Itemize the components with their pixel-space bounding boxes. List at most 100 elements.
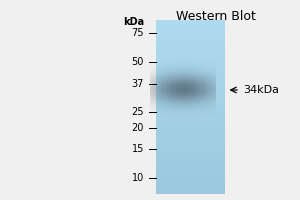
Bar xyxy=(156,72,157,73)
Bar xyxy=(168,98,169,99)
Bar xyxy=(177,102,178,103)
Bar xyxy=(212,104,213,105)
Bar xyxy=(178,101,179,102)
Bar xyxy=(185,107,186,108)
Bar xyxy=(184,99,185,100)
Bar xyxy=(166,112,167,113)
Bar xyxy=(167,86,168,87)
Bar xyxy=(157,70,158,71)
Bar xyxy=(175,112,176,113)
Bar xyxy=(205,63,206,64)
Bar xyxy=(152,108,153,109)
Bar xyxy=(169,99,170,100)
Bar xyxy=(210,74,211,75)
Bar xyxy=(180,111,181,112)
Bar xyxy=(185,81,186,82)
Bar xyxy=(213,111,214,112)
Bar xyxy=(214,109,215,110)
Bar xyxy=(173,117,175,118)
Bar xyxy=(191,87,193,88)
Bar xyxy=(208,91,209,92)
Bar xyxy=(198,83,199,84)
Bar xyxy=(164,77,166,78)
Bar xyxy=(177,117,178,118)
Bar xyxy=(187,90,188,91)
Bar xyxy=(208,113,209,114)
Bar xyxy=(176,83,177,84)
Bar xyxy=(189,67,190,68)
Bar xyxy=(152,82,153,83)
Bar xyxy=(158,102,159,103)
Bar xyxy=(173,64,175,65)
Bar xyxy=(200,112,202,113)
Bar xyxy=(190,102,191,103)
Bar xyxy=(191,61,193,62)
Bar xyxy=(166,111,167,112)
Bar xyxy=(169,111,170,112)
Bar xyxy=(199,73,200,74)
Bar xyxy=(170,97,171,98)
Bar xyxy=(209,82,210,83)
Bar xyxy=(167,67,168,68)
Bar xyxy=(167,107,168,108)
Bar xyxy=(159,105,160,106)
Bar xyxy=(215,70,216,71)
Bar xyxy=(191,77,193,78)
Bar xyxy=(162,73,164,74)
Bar xyxy=(171,77,172,78)
Bar xyxy=(159,114,160,115)
Bar xyxy=(161,62,162,63)
Bar xyxy=(186,94,187,95)
Bar xyxy=(160,85,161,86)
Bar xyxy=(197,82,198,83)
Bar xyxy=(200,81,202,82)
Bar xyxy=(199,94,200,95)
Bar xyxy=(178,88,179,89)
Bar xyxy=(166,80,167,81)
Bar xyxy=(190,75,191,76)
Bar xyxy=(190,93,191,94)
Bar xyxy=(175,83,176,84)
Bar xyxy=(210,107,211,108)
Bar xyxy=(168,62,169,63)
Bar xyxy=(202,101,203,102)
Bar xyxy=(209,83,210,84)
Bar xyxy=(150,98,151,99)
Bar xyxy=(156,92,157,93)
Bar xyxy=(206,113,207,114)
Bar xyxy=(189,72,190,73)
Bar xyxy=(156,164,225,166)
Bar xyxy=(186,90,187,91)
Bar xyxy=(156,97,225,98)
Bar xyxy=(202,79,204,80)
Bar xyxy=(161,106,162,107)
Bar xyxy=(157,95,158,96)
Bar xyxy=(190,92,191,93)
Bar xyxy=(178,110,179,111)
Bar xyxy=(162,83,164,84)
Bar xyxy=(159,83,160,84)
Bar xyxy=(191,109,193,110)
Bar xyxy=(151,64,152,65)
Bar xyxy=(214,101,215,102)
Bar xyxy=(186,101,187,102)
Bar xyxy=(207,110,208,111)
Bar xyxy=(156,135,225,137)
Bar xyxy=(164,68,166,69)
Bar xyxy=(190,99,191,100)
Bar xyxy=(199,113,200,114)
Bar xyxy=(213,66,214,67)
Bar xyxy=(176,95,177,96)
Bar xyxy=(198,70,199,71)
Bar xyxy=(196,84,197,85)
Bar xyxy=(206,67,207,68)
Bar xyxy=(187,75,188,76)
Bar xyxy=(194,92,195,93)
Bar xyxy=(177,87,178,88)
Bar xyxy=(188,63,189,64)
Bar xyxy=(167,96,168,97)
Bar xyxy=(207,62,208,63)
Bar xyxy=(170,96,171,97)
Bar xyxy=(180,90,181,91)
Bar xyxy=(202,67,204,68)
